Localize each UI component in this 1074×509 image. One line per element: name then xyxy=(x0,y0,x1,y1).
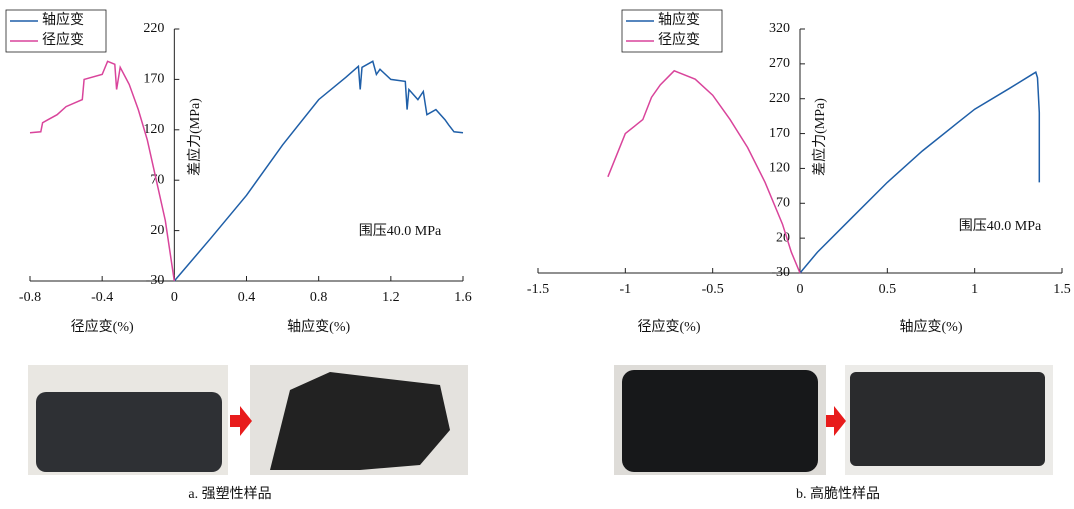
x-axis-label: 轴应变(%) xyxy=(287,318,350,335)
x-tick-label: 1 xyxy=(971,282,978,297)
arrow xyxy=(230,406,252,436)
photos-a xyxy=(28,365,468,475)
caption: b. 高脆性样品 xyxy=(796,485,880,502)
line xyxy=(30,61,174,281)
x-tick-label: 0.8 xyxy=(310,290,328,305)
y-tick-label: 170 xyxy=(769,126,790,141)
caption: a. 强塑性样品 xyxy=(188,486,271,502)
x-tick-label: -0.4 xyxy=(91,290,113,305)
x-tick-label: 1.2 xyxy=(382,290,400,305)
legend-label: 径应变 xyxy=(42,31,84,48)
photos-b xyxy=(614,365,1053,475)
y-tick-label: 320 xyxy=(769,21,790,36)
legend-label: 轴应变 xyxy=(42,11,84,28)
x-tick-label: 0 xyxy=(797,282,804,297)
annotation: 围压40.0 MPa xyxy=(359,224,442,239)
y-tick-label: 120 xyxy=(769,161,790,176)
annotation: 围压40.0 MPa xyxy=(959,219,1042,234)
x-tick-label: 0.4 xyxy=(238,290,256,305)
x-tick-label: -1.5 xyxy=(527,282,549,297)
x-tick-label: 1.5 xyxy=(1053,282,1071,297)
x-tick-label: 1.6 xyxy=(454,290,472,305)
y-tick-label: -30 xyxy=(771,265,790,280)
x-axis-label: 径应变(%) xyxy=(638,318,701,335)
figure: -0.8 -0.4 0 0.4 0.8 1.2 1.6 -30 20 70 120 170 220 轴应变… xyxy=(0,0,1074,509)
x-axis-label: 径应变(%) xyxy=(71,318,134,335)
sample xyxy=(622,370,818,472)
x-tick-label: 0.5 xyxy=(879,282,897,297)
y-tick-label: 20 xyxy=(150,223,164,238)
x-tick-label: -1 xyxy=(619,282,631,297)
legend-label: 径应变 xyxy=(658,31,700,48)
legend-label: 轴应变 xyxy=(658,11,700,28)
y-tick-label: -30 xyxy=(146,273,165,288)
y-tick-label: 270 xyxy=(769,56,790,71)
y-tick-label: 220 xyxy=(769,91,790,106)
x-tick-label: -0.8 xyxy=(19,290,41,305)
y-axis-label: 差应力(MPa) xyxy=(186,98,203,176)
sample xyxy=(36,392,222,472)
x-tick-label: -0.5 xyxy=(702,282,724,297)
line xyxy=(800,72,1039,273)
x-tick-label: 0 xyxy=(171,290,178,305)
y-tick-label: 220 xyxy=(143,21,164,36)
y-axis-label: 差应力(MPa) xyxy=(811,98,828,176)
arrow xyxy=(826,406,846,436)
y-tick-label: 70 xyxy=(776,196,790,211)
sample xyxy=(850,372,1045,466)
line xyxy=(174,61,463,281)
x-axis-label: 轴应变(%) xyxy=(900,318,963,335)
y-tick-label: 170 xyxy=(143,72,164,87)
